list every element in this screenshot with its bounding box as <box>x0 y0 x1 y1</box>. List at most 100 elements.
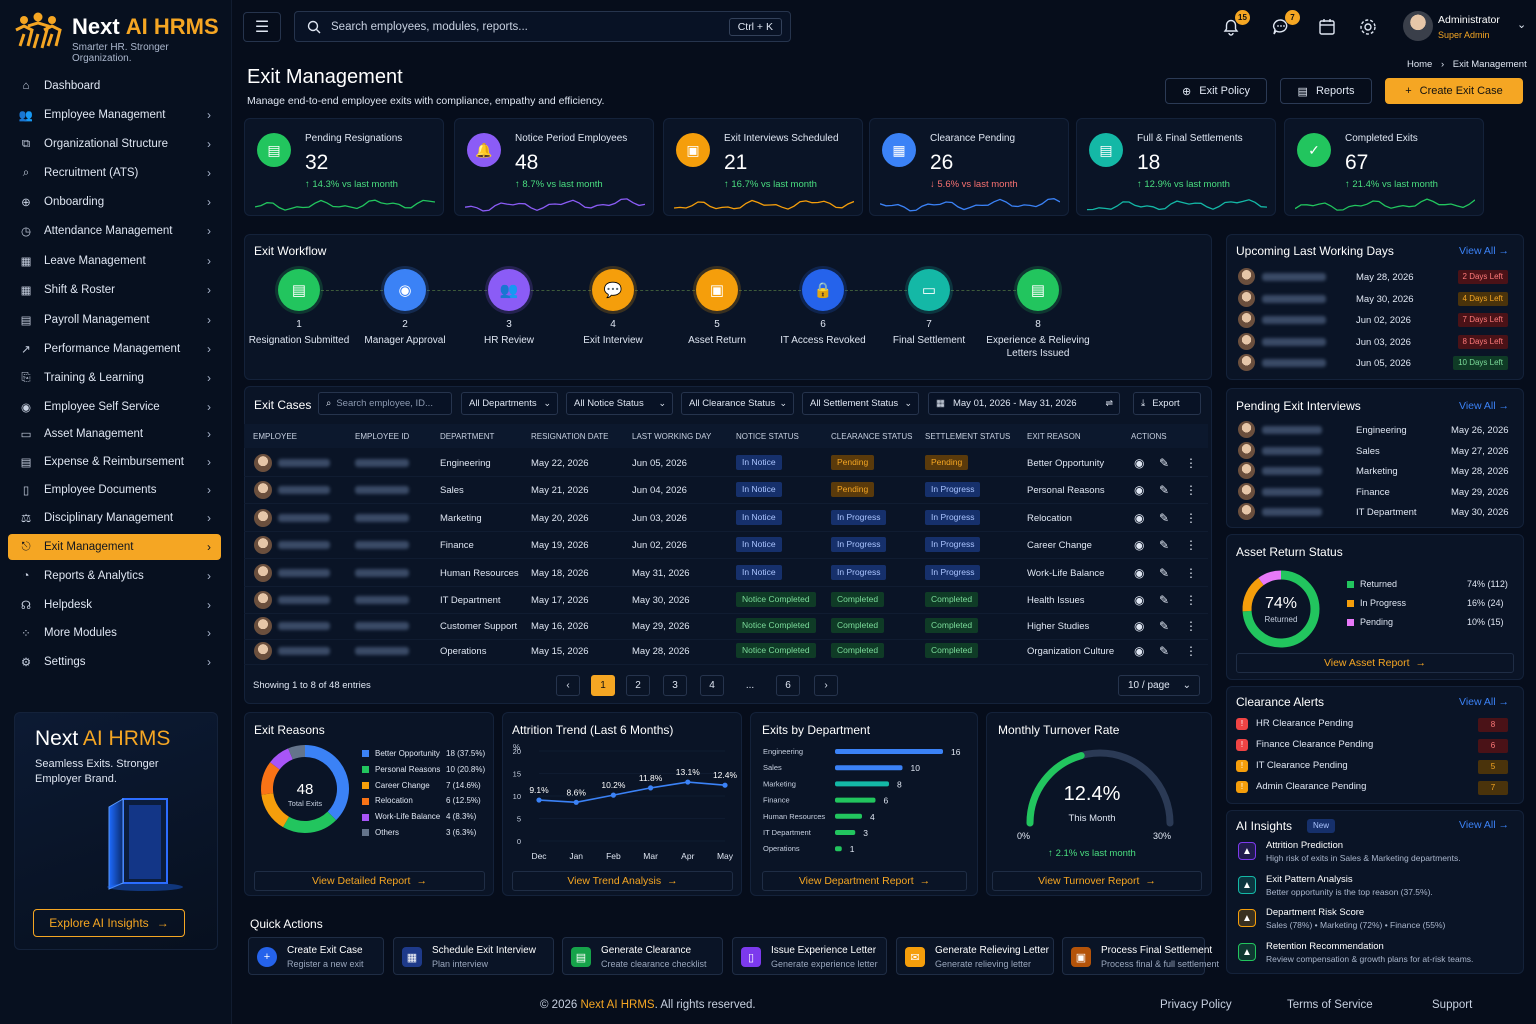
explore-insights-button[interactable]: Explore AI Insights → <box>33 909 185 937</box>
brand-logo[interactable]: Next AI HRMS Smarter HR. Stronger Organi… <box>14 12 224 64</box>
view-icon[interactable]: ◉ <box>1134 538 1145 552</box>
sidebar-item-helpdesk[interactable]: ☊ Helpdesk › <box>8 592 221 618</box>
table-row[interactable]: Finance May 19, 2026 Jun 02, 2026 In Notice… <box>244 532 1208 559</box>
workflow-step[interactable]: 👥 3 HR Review <box>454 269 564 347</box>
kpi-card[interactable]: ▦ Clearance Pending 26 ↓ 5.6% vs last month <box>869 118 1069 216</box>
view-icon[interactable]: ◉ <box>1134 593 1145 607</box>
calendar-button[interactable] <box>1314 14 1340 40</box>
messages-button[interactable]: 7 <box>1268 10 1300 40</box>
list-item[interactable]: Finance May 29, 2026 <box>1236 482 1516 501</box>
sidebar-item-settings[interactable]: ⚙ Settings › <box>8 649 221 675</box>
sidebar-item-more-modules[interactable]: ⁘ More Modules › <box>8 620 221 646</box>
quick-action-button[interactable]: ▣ Process Final Settlement Process final &… <box>1062 937 1219 975</box>
export-button[interactable]: ⤓ Export <box>1133 392 1201 415</box>
more-icon[interactable]: ⋮ <box>1185 593 1197 607</box>
insight-item[interactable]: ▲ Attrition Prediction High risk of exits … <box>1236 840 1516 870</box>
page-button[interactable]: ... <box>745 680 755 691</box>
view-icon[interactable]: ◉ <box>1134 456 1145 470</box>
clearance-status-filter[interactable]: All Clearance Status ⌄ <box>681 392 794 415</box>
list-item[interactable]: May 28, 2026 2 Days Left <box>1236 268 1516 286</box>
sidebar-item-dashboard[interactable]: ⌂ Dashboard <box>8 73 221 99</box>
page-button[interactable]: 3 <box>663 675 687 696</box>
kpi-card[interactable]: ▤ Full & Final Settlements 18 ↑ 12.9% vs la… <box>1076 118 1276 216</box>
edit-icon[interactable]: ✎ <box>1159 566 1170 580</box>
upcoming-view-all[interactable]: View All → <box>1459 245 1509 257</box>
more-icon[interactable]: ⋮ <box>1185 566 1197 580</box>
view-department-report-button[interactable]: View Department Report → <box>762 871 967 891</box>
sidebar-item-shift-roster[interactable]: ▦ Shift & Roster › <box>8 277 221 303</box>
edit-icon[interactable]: ✎ <box>1159 644 1170 658</box>
user-menu[interactable]: Administrator Super Admin ⌄ <box>1403 11 1529 45</box>
page-button[interactable]: 1 <box>591 675 615 696</box>
kpi-card[interactable]: ✓ Completed Exits 67 ↑ 21.4% vs last month <box>1284 118 1484 216</box>
sidebar-item-exit-management[interactable]: ⎋ Exit Management › <box>8 534 221 560</box>
kpi-card[interactable]: 🔔 Notice Period Employees 48 ↑ 8.7% vs last… <box>454 118 654 216</box>
sidebar-item-employee-management[interactable]: 👥 Employee Management › <box>8 102 221 128</box>
more-icon[interactable]: ⋮ <box>1185 619 1197 633</box>
more-icon[interactable]: ⋮ <box>1185 511 1197 525</box>
sidebar-item-performance-management[interactable]: ↗ Performance Management › <box>8 336 221 362</box>
quick-action-button[interactable]: ▯ Issue Experience Letter Generate experie… <box>732 937 887 975</box>
breadcrumb-home[interactable]: Home <box>1407 59 1433 70</box>
more-icon[interactable]: ⋮ <box>1185 644 1197 658</box>
next-page-button[interactable]: › <box>814 675 838 696</box>
list-item[interactable]: Engineering May 26, 2026 <box>1236 421 1516 439</box>
table-row[interactable]: Marketing May 20, 2026 Jun 03, 2026 In Noti… <box>244 505 1208 532</box>
page-button[interactable]: 2 <box>626 675 650 696</box>
prev-page-button[interactable]: ‹ <box>556 675 580 696</box>
terms-link[interactable]: Terms of Service <box>1287 999 1373 1011</box>
sidebar-item-asset-management[interactable]: ▭ Asset Management › <box>8 421 221 447</box>
edit-icon[interactable]: ✎ <box>1159 511 1170 525</box>
sidebar-item-reports-analytics[interactable]: ◔ Reports & Analytics › <box>8 563 221 589</box>
list-item[interactable]: Marketing May 28, 2026 <box>1236 462 1516 480</box>
edit-icon[interactable]: ✎ <box>1159 456 1170 470</box>
exit-policy-button[interactable]: ⊕ Exit Policy <box>1165 78 1267 104</box>
insight-item[interactable]: ▲ Exit Pattern Analysis Better opportunity… <box>1236 874 1516 904</box>
sidebar-item-organizational-structure[interactable]: ⧉ Organizational Structure › <box>8 131 221 157</box>
case-search-input[interactable]: ⌕ Search employee, ID... <box>318 392 452 415</box>
settings-button[interactable] <box>1355 14 1381 40</box>
sidebar-item-employee-self-service[interactable]: ◉ Employee Self Service › <box>8 394 221 420</box>
edit-icon[interactable]: ✎ <box>1159 593 1170 607</box>
alert-item[interactable]: ! IT Clearance Pending 5 <box>1236 758 1516 776</box>
view-detailed-report-button[interactable]: View Detailed Report → <box>254 871 485 891</box>
privacy-link[interactable]: Privacy Policy <box>1160 999 1232 1011</box>
view-icon[interactable]: ◉ <box>1134 644 1145 658</box>
notice-status-filter[interactable]: All Notice Status ⌄ <box>566 392 673 415</box>
sidebar-item-payroll-management[interactable]: ▤ Payroll Management › <box>8 307 221 333</box>
view-icon[interactable]: ◉ <box>1134 511 1145 525</box>
alert-item[interactable]: ! Admin Clearance Pending 7 <box>1236 779 1516 797</box>
alerts-view-all[interactable]: View All → <box>1459 696 1509 708</box>
workflow-step[interactable]: ◉ 2 Manager Approval <box>350 269 460 347</box>
view-asset-report-button[interactable]: View Asset Report → <box>1236 653 1514 673</box>
more-icon[interactable]: ⋮ <box>1185 456 1197 470</box>
insights-view-all[interactable]: View All → <box>1459 819 1509 831</box>
reports-button[interactable]: ▤ Reports <box>1280 78 1372 104</box>
more-icon[interactable]: ⋮ <box>1185 538 1197 552</box>
sidebar-item-onboarding[interactable]: ⊕ Onboarding › <box>8 189 221 215</box>
workflow-step[interactable]: ▣ 5 Asset Return <box>662 269 772 347</box>
workflow-step[interactable]: 🔒 6 IT Access Revoked <box>768 269 878 347</box>
list-item[interactable]: May 30, 2026 4 Days Left <box>1236 289 1516 308</box>
kpi-card[interactable]: ▤ Pending Resignations 32 ↑ 14.3% vs last m… <box>244 118 444 216</box>
department-filter[interactable]: All Departments ⌄ <box>461 392 558 415</box>
list-item[interactable]: Sales May 27, 2026 <box>1236 441 1516 460</box>
date-range-picker[interactable]: ▦ May 01, 2026 - May 31, 2026 ⇌ <box>928 392 1120 415</box>
workflow-step[interactable]: ▭ 7 Final Settlement <box>874 269 984 347</box>
support-link[interactable]: Support <box>1432 999 1473 1011</box>
view-trend-analysis-button[interactable]: View Trend Analysis → <box>512 871 733 891</box>
view-turnover-report-button[interactable]: View Turnover Report → <box>992 871 1202 891</box>
more-icon[interactable]: ⋮ <box>1185 483 1197 497</box>
table-row[interactable]: Human Resources May 18, 2026 May 31, 2026 I… <box>244 560 1208 587</box>
page-button[interactable]: 4 <box>700 675 724 696</box>
table-row[interactable]: Sales May 21, 2026 Jun 04, 2026 In Notice Pe… <box>244 477 1208 504</box>
sidebar-item-leave-management[interactable]: ▦ Leave Management › <box>8 248 221 274</box>
workflow-step[interactable]: ▤ 1 Resignation Submitted <box>244 269 354 347</box>
table-row[interactable]: Operations May 15, 2026 May 28, 2026 Notice… <box>244 638 1208 665</box>
insight-item[interactable]: ▲ Department Risk Score Sales (78%) • Mark… <box>1236 907 1516 937</box>
quick-action-button[interactable]: ▦ Schedule Exit Interview Plan interview <box>393 937 554 975</box>
view-icon[interactable]: ◉ <box>1134 566 1145 580</box>
quick-action-button[interactable]: ▤ Generate Clearance Create clearance chec… <box>562 937 723 975</box>
sidebar-item-disciplinary-management[interactable]: ⚖ Disciplinary Management › <box>8 505 221 531</box>
kpi-card[interactable]: ▣ Exit Interviews Scheduled 21 ↑ 16.7% vs l… <box>663 118 863 216</box>
